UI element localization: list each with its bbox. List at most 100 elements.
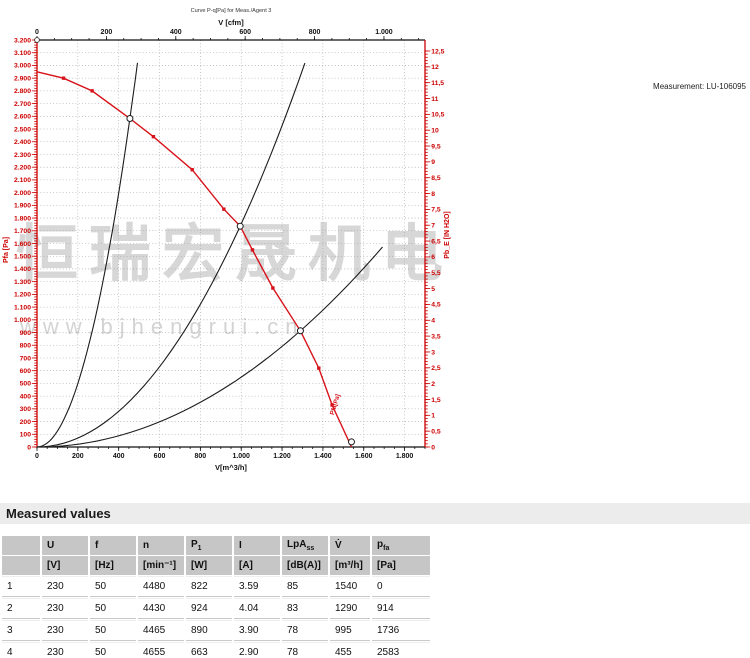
value-cell: 230: [42, 642, 88, 658]
value-cell: 2583: [372, 642, 430, 658]
value-cell: 230: [42, 620, 88, 641]
svg-text:1.800: 1.800: [14, 215, 31, 222]
value-cell: 0: [372, 576, 430, 597]
svg-text:1,5: 1,5: [431, 397, 441, 404]
measured-values-section-header: Measured values: [0, 503, 750, 524]
value-cell: 1736: [372, 620, 430, 641]
performance-chart-area: 恒瑞宏晟机电 www.bjhengrui.cn 0 100 200 300 400 500…: [0, 0, 470, 480]
table-units-row: [V] [Hz] [min⁻¹] [W] [A] [dB(A)] [m³/h] [Pa]: [2, 556, 430, 575]
svg-text:700: 700: [20, 355, 32, 362]
top-axis-title: V [cfm]: [218, 18, 244, 27]
value-cell: 50: [90, 598, 136, 619]
svg-text:800: 800: [195, 453, 207, 460]
table-row: 3 230 50 4465 890 3.90 78 995 1736: [2, 620, 430, 641]
table-body: 1 230 50 4480 822 3.59 85 1540 0 2 230 50 4430 924 4.0…: [2, 576, 430, 658]
svg-text:800: 800: [20, 343, 32, 350]
svg-text:2.100: 2.100: [14, 177, 31, 184]
col-unit: [m³/h]: [330, 556, 370, 575]
right-axis-labels: 00,511,522,533,544,555,566,577,588,599,5…: [431, 48, 444, 451]
value-cell: 78: [282, 642, 328, 658]
table-row: 1 230 50 4480 822 3.59 85 1540 0: [2, 576, 430, 597]
svg-text:1.400: 1.400: [14, 266, 31, 273]
col-unit: [V]: [42, 556, 88, 575]
svg-text:6: 6: [431, 254, 435, 261]
svg-text:200: 200: [20, 419, 32, 426]
right-axis-ticks: [425, 50, 431, 448]
col-header-U: U: [42, 536, 88, 555]
col-header-P: P1: [186, 536, 232, 555]
col-unit: [A]: [234, 556, 280, 575]
svg-text:1.700: 1.700: [14, 228, 31, 235]
svg-text:3.100: 3.100: [14, 50, 31, 57]
fan-performance-chart: 01002003004005006007008009001.0001.1001.…: [3, 8, 451, 472]
svg-text:2.500: 2.500: [14, 126, 31, 133]
value-cell: 83: [282, 598, 328, 619]
row-number-cell: 2: [2, 598, 40, 619]
svg-text:9: 9: [431, 159, 435, 166]
grid: [37, 40, 425, 447]
svg-text:2.000: 2.000: [14, 190, 31, 197]
top-axis-labels: 0 200 400 600 800 1.000: [35, 29, 393, 36]
row-number-cell: 3: [2, 620, 40, 641]
svg-text:11: 11: [431, 96, 438, 103]
svg-text:1.800: 1.800: [396, 453, 414, 460]
svg-text:0,5: 0,5: [431, 428, 441, 435]
svg-text:4,5: 4,5: [431, 302, 441, 309]
corner-marker: [34, 37, 40, 43]
bottom-axis-labels: 0 200 400 600 800 1.000 1.200 1.400 1.600 1.800: [35, 453, 413, 460]
svg-text:1.000: 1.000: [375, 29, 393, 36]
col-header-rownum: [2, 536, 40, 555]
value-cell: 3.59: [234, 576, 280, 597]
col-unit: [2, 556, 40, 575]
svg-text:0: 0: [35, 29, 39, 36]
svg-text:1.000: 1.000: [232, 453, 250, 460]
value-cell: 3.90: [234, 620, 280, 641]
col-header-I: I: [234, 536, 280, 555]
svg-text:4: 4: [431, 318, 435, 325]
left-axis-ticks: [31, 39, 37, 448]
table-row: 4 230 50 4655 663 2.90 78 455 2583: [2, 642, 430, 658]
value-cell: 4430: [138, 598, 184, 619]
svg-text:2.900: 2.900: [14, 75, 31, 82]
svg-text:800: 800: [309, 29, 321, 36]
svg-text:10: 10: [431, 127, 439, 134]
svg-text:2.800: 2.800: [14, 88, 31, 95]
col-header-p: pfa: [372, 536, 430, 555]
svg-text:2.700: 2.700: [14, 101, 31, 108]
value-cell: 2.90: [234, 642, 280, 658]
svg-text:5,5: 5,5: [431, 270, 441, 277]
svg-text:2.400: 2.400: [14, 139, 31, 146]
fan-pressure-curve: [36, 71, 353, 448]
svg-text:5: 5: [431, 286, 435, 293]
value-cell: 822: [186, 576, 232, 597]
svg-text:300: 300: [20, 406, 32, 413]
value-cell: 50: [90, 576, 136, 597]
operating-point-markers: [34, 37, 355, 446]
svg-text:1.200: 1.200: [14, 292, 31, 299]
svg-text:2.600: 2.600: [14, 114, 31, 121]
col-unit: [W]: [186, 556, 232, 575]
svg-text:400: 400: [170, 29, 182, 36]
svg-text:11,5: 11,5: [431, 80, 444, 87]
svg-text:1.300: 1.300: [14, 279, 31, 286]
svg-text:2,5: 2,5: [431, 365, 441, 372]
value-cell: 50: [90, 620, 136, 641]
svg-text:100: 100: [20, 432, 32, 439]
svg-text:400: 400: [113, 453, 125, 460]
fan-curve-label: Pfa[Pa]: [329, 393, 342, 415]
svg-text:10,5: 10,5: [431, 112, 444, 119]
svg-text:0: 0: [431, 444, 435, 451]
value-cell: 1290: [330, 598, 370, 619]
watermark-url: www.bjhengrui.cn: [20, 314, 305, 339]
value-cell: 85: [282, 576, 328, 597]
value-cell: 4655: [138, 642, 184, 658]
svg-text:200: 200: [101, 29, 113, 36]
svg-text:9,5: 9,5: [431, 143, 441, 150]
svg-text:600: 600: [20, 368, 32, 375]
value-cell: 4.04: [234, 598, 280, 619]
svg-text:500: 500: [20, 381, 32, 388]
col-header-f: f: [90, 536, 136, 555]
svg-text:3.200: 3.200: [14, 37, 31, 44]
svg-text:6,5: 6,5: [431, 238, 441, 245]
